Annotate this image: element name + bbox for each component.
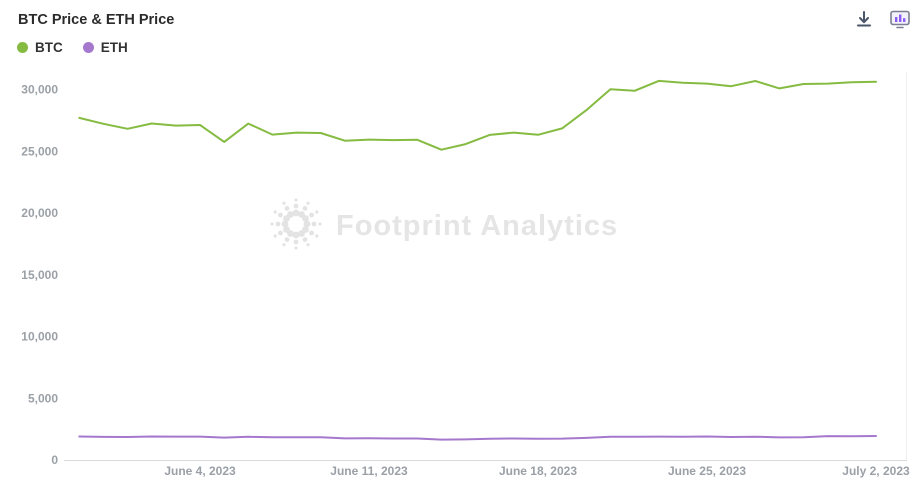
- svg-text:10,000: 10,000: [21, 330, 58, 344]
- svg-text:June 18, 2023: June 18, 2023: [499, 464, 577, 478]
- svg-text:July 2, 2023: July 2, 2023: [842, 464, 910, 478]
- data-card-icon-glyph: [890, 10, 910, 29]
- svg-text:Footprint Analytics: Footprint Analytics: [336, 210, 618, 242]
- svg-text:15,000: 15,000: [21, 268, 58, 282]
- legend-item-eth[interactable]: ETH: [82, 40, 128, 55]
- eth-legend-dot: [82, 42, 94, 53]
- svg-text:5,000: 5,000: [28, 391, 58, 405]
- svg-text:0: 0: [51, 453, 58, 467]
- chart-legend: BTC ETH: [17, 40, 128, 55]
- header-icons: [853, 8, 911, 30]
- svg-text:25,000: 25,000: [21, 144, 58, 158]
- chart-title: BTC Price & ETH Price: [18, 12, 175, 28]
- download-icon-glyph: [857, 11, 871, 27]
- download-icon[interactable]: [853, 8, 875, 30]
- legend-item-btc[interactable]: BTC: [17, 40, 63, 55]
- data-card-icon[interactable]: [889, 8, 911, 30]
- btc-legend-dot: [17, 42, 28, 53]
- svg-text:20,000: 20,000: [21, 206, 58, 220]
- svg-text:30,000: 30,000: [21, 83, 58, 97]
- svg-text:June 25, 2023: June 25, 2023: [668, 464, 746, 478]
- svg-text:June 4, 2023: June 4, 2023: [164, 464, 236, 478]
- eth-legend-label: ETH: [100, 40, 128, 55]
- svg-text:June 11, 2023: June 11, 2023: [330, 464, 408, 478]
- btc-legend-label: BTC: [35, 40, 63, 55]
